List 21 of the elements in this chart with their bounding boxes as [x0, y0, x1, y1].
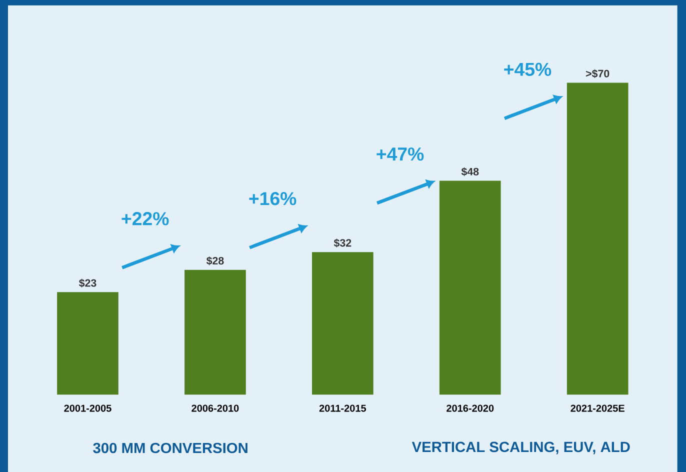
data-label: $48 [461, 167, 479, 176]
text: VERTICAL SCALING, EUV, ALD [412, 442, 630, 454]
annotation: +16% [249, 192, 296, 206]
x-tick-label: 2011-2015 [319, 404, 366, 412]
text: 300 MM CONVERSION [93, 442, 248, 454]
annotation: +22% [122, 212, 169, 226]
x-tick-label: 2016-2020 [446, 404, 494, 412]
data-label: $28 [206, 256, 224, 266]
bar [312, 252, 374, 395]
bar [184, 270, 246, 395]
bar [57, 292, 118, 395]
data-label: $32 [334, 238, 352, 248]
bar [566, 82, 628, 395]
data-label: $23 [78, 278, 96, 288]
data-label: >$70 [586, 69, 610, 78]
annotation: +47% [376, 147, 424, 161]
x-tick-label: 2001-2005 [64, 404, 112, 412]
bar [439, 180, 501, 395]
x-tick-label: 2021-2025E [570, 404, 624, 412]
text: +45% [504, 62, 552, 76]
x-tick-label: 2006-2010 [192, 404, 239, 412]
